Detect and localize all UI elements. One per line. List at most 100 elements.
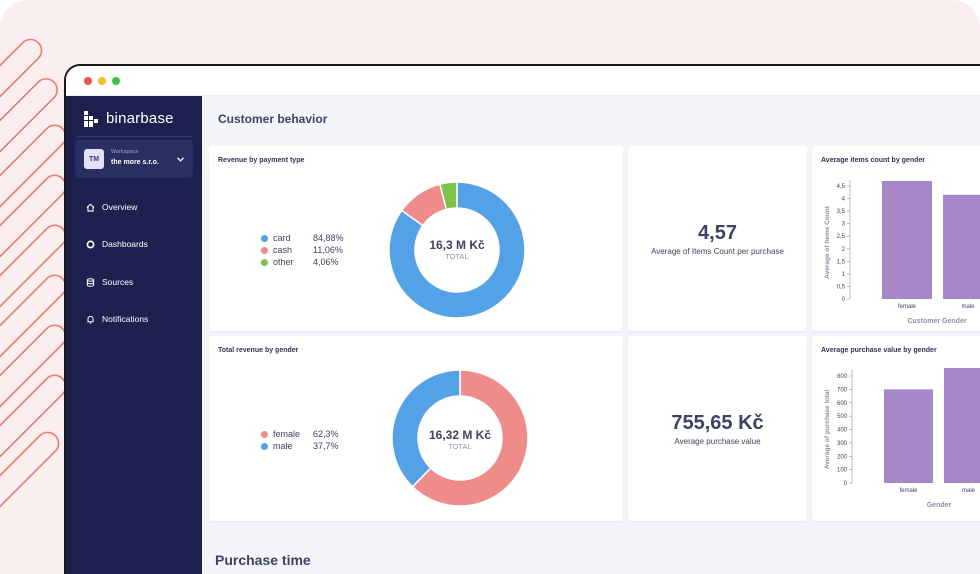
main-content: Customer behavior Revenue by payment typ… <box>202 96 980 574</box>
circle-icon <box>86 240 95 248</box>
y-tick-label: 600 <box>837 401 848 407</box>
metric-value: 4,57 <box>698 222 737 244</box>
y-tick-label: 4 <box>842 197 846 203</box>
legend-item-other: other 4,06% <box>261 256 344 268</box>
legend-item-card: card 84,88% <box>261 232 344 244</box>
bar-male[interactable] <box>944 367 980 483</box>
x-tick-label: female <box>898 304 917 310</box>
legend-value: 4,06% <box>313 257 339 267</box>
y-tick-label: 2 <box>842 247 846 253</box>
legend-item-male: male 37,7% <box>261 440 339 452</box>
donut-center: 16,3 M Kč TOTAL <box>407 238 507 261</box>
revenue-by-payment-card[interactable]: Revenue by payment type card 84,88% cash… <box>209 146 623 331</box>
workspace-avatar: TM <box>84 149 104 169</box>
logo-text: binarbase <box>106 110 174 127</box>
metric-label: Average purchase value <box>674 437 761 446</box>
workspace-label: Workspace <box>111 149 139 155</box>
chart-title: Average items count by gender <box>821 157 925 164</box>
sidebar-item-dashboards[interactable]: Dashboards <box>86 239 148 249</box>
gender-donut-chart <box>391 369 529 507</box>
sidebar-divider <box>76 136 192 137</box>
y-tick-label: 800 <box>837 374 848 380</box>
legend-label: other <box>273 257 294 267</box>
y-axis-label: Average of Items Count <box>824 205 831 279</box>
legend-swatch <box>261 258 268 266</box>
sidebar-item-sources[interactable]: Sources <box>86 277 133 287</box>
legend-item-female: female 62,3% <box>261 428 339 440</box>
close-window-button[interactable] <box>84 77 92 85</box>
section-title-purchase-time: Purchase time <box>215 552 311 568</box>
payment-donut-chart <box>388 181 526 319</box>
section-title: Customer behavior <box>218 112 328 126</box>
avg-purchase-metric: 755,65 Kč Average purchase value <box>628 412 807 446</box>
legend-value: 11,06% <box>313 245 343 255</box>
avg-purchase-by-gender-card[interactable]: Average purchase value by gender 0 100 200 3… <box>812 336 980 521</box>
legend-label: male <box>273 441 293 451</box>
donut-slice-other[interactable] <box>438 181 458 211</box>
home-icon <box>86 203 95 212</box>
decorative-pattern <box>0 38 67 511</box>
gender-legend: female 62,3% male 37,7% <box>261 428 339 452</box>
legend-label: female <box>273 429 301 439</box>
y-tick-label: 0,5 <box>837 284 846 290</box>
legend-value: 84,88% <box>313 233 344 243</box>
bar-female[interactable] <box>884 389 933 483</box>
y-tick-label: 2,5 <box>837 234 846 240</box>
metric-label: Average of Items Count per purchase <box>651 247 784 256</box>
y-tick-label: 1 <box>842 272 846 278</box>
payment-legend: card 84,88% cash 11,06% other 4,06% <box>261 232 344 268</box>
x-axis-label: Customer Gender <box>907 318 966 325</box>
window-titlebar <box>66 66 980 96</box>
bar-male[interactable] <box>943 194 980 299</box>
card-title: Revenue by payment type <box>218 157 305 164</box>
chart-title: Average purchase value by gender <box>821 347 937 354</box>
sidebar-item-label: Dashboards <box>102 239 148 249</box>
metric-value: 755,65 Kč <box>671 412 764 434</box>
legend-swatch <box>261 234 268 242</box>
donut-slice-card[interactable] <box>388 181 526 319</box>
database-icon <box>86 277 95 287</box>
donut-total-value: 16,32 M Kč <box>428 428 492 442</box>
donut-total-label: TOTAL <box>448 444 472 451</box>
card-title: Total revenue by gender <box>218 347 299 354</box>
chevron-down-icon <box>177 157 184 162</box>
x-tick-label: female <box>899 488 918 494</box>
maximize-window-button[interactable] <box>112 77 120 85</box>
legend-value: 37,7% <box>313 441 339 451</box>
workspace-name: the more s.r.o. <box>111 159 159 166</box>
avg-purchase-card[interactable]: 755,65 Kč Average purchase value <box>628 336 807 521</box>
y-tick-label: 700 <box>837 387 848 393</box>
browser-window: binarbase TM Workspace the more s.r.o. O… <box>64 64 980 574</box>
legend-value: 62,3% <box>313 429 339 439</box>
x-tick-label: male <box>961 304 975 310</box>
avg-items-by-gender-card[interactable]: Average items count by gender 0 0,5 1 1,5 2 2,… <box>812 146 980 331</box>
donut-center: 16,32 M Kč TOTAL <box>410 428 510 451</box>
donut-total-label: TOTAL <box>445 254 469 261</box>
app-logo[interactable]: binarbase <box>84 110 174 127</box>
legend-item-cash: cash 11,06% <box>261 244 344 256</box>
binarbase-logo-icon <box>84 110 98 127</box>
y-tick-label: 0 <box>842 297 846 303</box>
workspace-switcher[interactable]: TM Workspace the more s.r.o. <box>75 140 193 178</box>
donut-slice-female[interactable] <box>411 369 529 507</box>
legend-swatch <box>261 246 268 254</box>
avg-items-metric: 4,57 Average of Items Count per purchase <box>628 222 807 256</box>
donut-total-value: 16,3 M Kč <box>429 238 485 252</box>
avg-items-card[interactable]: 4,57 Average of Items Count per purchase <box>628 146 807 331</box>
x-tick-label: male <box>962 488 976 494</box>
sidebar-item-overview[interactable]: Overview <box>86 202 137 212</box>
y-tick-label: 200 <box>837 454 848 460</box>
avg-purchase-bar-chart: Average purchase value by gender 0 100 200 3… <box>821 347 980 509</box>
y-tick-label: 300 <box>837 441 848 447</box>
y-tick-label: 500 <box>837 414 848 420</box>
revenue-by-gender-card[interactable]: Total revenue by gender female 62,3% mal… <box>209 336 623 521</box>
sidebar-item-notifications[interactable]: Notifications <box>86 314 148 324</box>
minimize-window-button[interactable] <box>98 77 106 85</box>
y-tick-label: 100 <box>837 468 848 474</box>
bar-female[interactable] <box>882 180 932 299</box>
y-tick-label: 3,5 <box>837 209 846 215</box>
donut-slice-male[interactable] <box>391 369 461 488</box>
legend-label: cash <box>273 245 293 255</box>
sidebar-item-label: Overview <box>102 202 138 212</box>
y-axis-label: Average of purchase total <box>824 390 831 470</box>
